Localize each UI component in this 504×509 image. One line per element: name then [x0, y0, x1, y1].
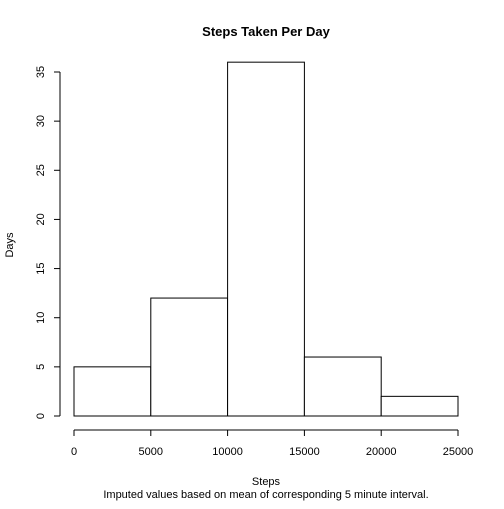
- histogram-bar-4: [303, 356, 382, 417]
- y-tick-label: 30: [35, 115, 47, 127]
- x-tick-label: 20000: [366, 446, 397, 458]
- y-tick-label: 15: [35, 262, 47, 274]
- y-axis-label: Days: [4, 232, 16, 258]
- histogram-bar-1: [73, 366, 152, 417]
- x-tick-label: 5000: [139, 446, 163, 458]
- y-tick-label: 10: [35, 312, 47, 324]
- y-tick-label: 25: [35, 164, 47, 176]
- x-axis-label: Steps: [252, 476, 281, 488]
- chart-title: Steps Taken Per Day: [202, 24, 330, 39]
- y-tick-label: 0: [35, 413, 47, 419]
- y-tick-label: 5: [35, 364, 47, 370]
- y-axis: 0 5 10 15 20 25 30 35: [35, 66, 61, 419]
- y-tick-label: 35: [35, 66, 47, 78]
- x-tick-label: 15000: [289, 446, 320, 458]
- x-tick-label: 0: [71, 446, 77, 458]
- histogram-bar-2: [150, 297, 229, 417]
- y-tick-label: 20: [35, 213, 47, 225]
- x-axis: 0 5000 10000 15000 20000 25000: [71, 429, 474, 458]
- x-tick-label: 10000: [212, 446, 243, 458]
- x-tick-label: 25000: [443, 446, 474, 458]
- chart-subtitle: Imputed values based on mean of correspo…: [103, 489, 428, 501]
- histogram-bar-3: [227, 61, 305, 417]
- bars-layer: [73, 61, 459, 417]
- histogram-bar-5: [380, 395, 459, 417]
